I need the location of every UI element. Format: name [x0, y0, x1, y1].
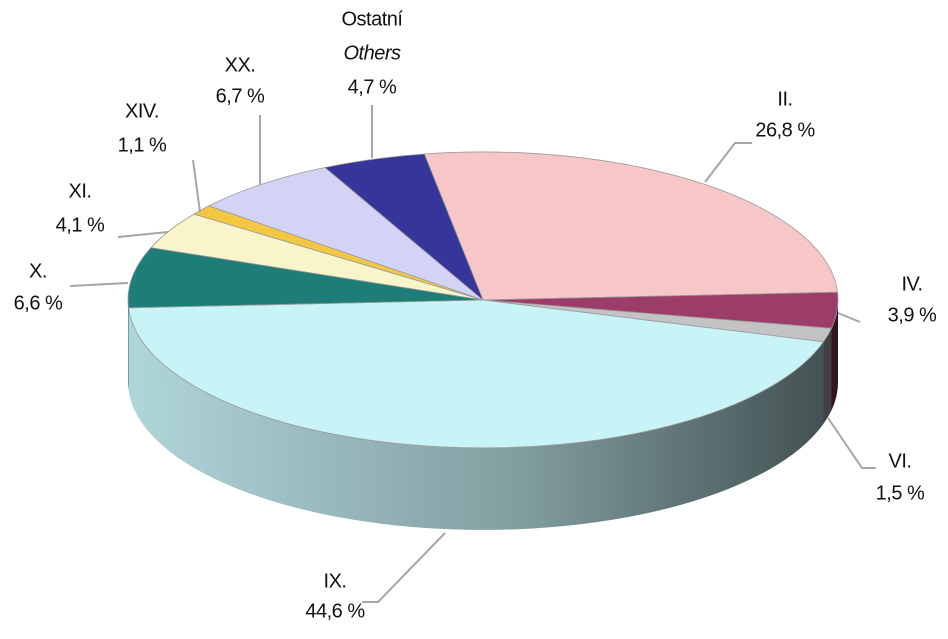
category-label: X. — [29, 260, 47, 282]
leader-line — [704, 142, 752, 183]
leader-line — [192, 159, 201, 213]
value-label: 6,6 % — [14, 292, 63, 314]
category-label: XIV. — [125, 100, 159, 122]
slice — [324, 153, 484, 301]
category-label: II. — [777, 88, 792, 110]
category-label-english: Others — [343, 42, 401, 64]
value-label: 1,1 % — [118, 134, 167, 156]
value-label: 1,5 % — [876, 482, 925, 504]
leader-line — [117, 231, 169, 238]
slice — [128, 299, 825, 449]
leader-line — [827, 417, 876, 469]
value-label: 3,9 % — [888, 304, 937, 326]
pie-sides — [128, 300, 839, 530]
category-label: XX. — [225, 54, 256, 76]
category-label: XI. — [69, 180, 92, 202]
labels: II. 26,8 % IV. 3,9 % VI. 1,5 % IX. 44,6 % X. 6,6 … — [14, 8, 938, 622]
slice-side-shade — [831, 300, 839, 411]
value-label: 26,8 % — [755, 119, 815, 141]
category-label: IV. — [901, 273, 922, 295]
slice-side-shade — [823, 328, 832, 424]
slice-side-shade — [128, 307, 824, 530]
leader-line — [837, 312, 861, 323]
category-label: IX. — [324, 570, 347, 592]
category-label: VI. — [889, 450, 912, 472]
value-label: 4,7 % — [348, 76, 397, 98]
value-label: 44,6 % — [305, 600, 365, 622]
category-label: Ostatní — [342, 8, 404, 30]
slice — [127, 247, 484, 309]
leader-line — [69, 282, 129, 287]
slice-side-shade — [128, 300, 129, 390]
leader-line — [362, 532, 446, 603]
pie-tops — [127, 151, 839, 449]
value-label: 6,7 % — [216, 85, 265, 107]
slice — [207, 167, 484, 301]
value-label: 4,1 % — [56, 214, 105, 236]
slice — [423, 151, 838, 301]
